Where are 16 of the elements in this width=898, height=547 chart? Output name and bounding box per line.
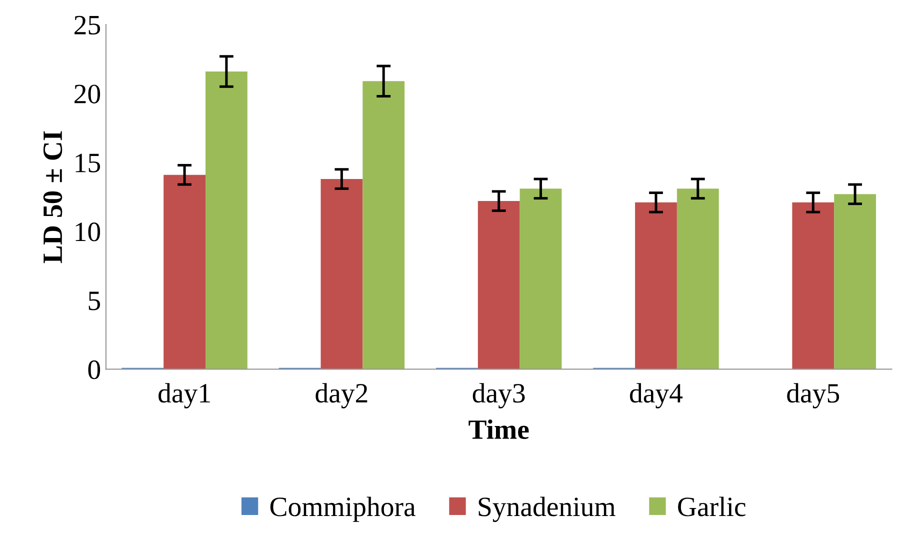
legend-label: Commiphora [270, 496, 416, 522]
legend-label: Garlic [678, 496, 746, 516]
y-tick-label: 0 [88, 360, 100, 380]
x-tick-label: day2 [316, 383, 368, 408]
y-axis-title: LD 50 ± CI [43, 131, 62, 264]
x-tick-label: day1 [158, 383, 210, 408]
y-tick-label: 25 [74, 16, 100, 35]
y-tick-label: 15 [76, 154, 100, 172]
x-tick-label: day3 [472, 383, 525, 408]
legend-label: Synadenium [478, 496, 616, 522]
x-tick-label: day5 [787, 383, 840, 408]
y-tick-label: 5 [88, 292, 100, 310]
y-tick-label: 10 [76, 222, 100, 242]
y-tick-label: 20 [74, 84, 100, 104]
x-axis-title: Time [468, 419, 529, 440]
x-tick-label: day4 [630, 383, 683, 408]
